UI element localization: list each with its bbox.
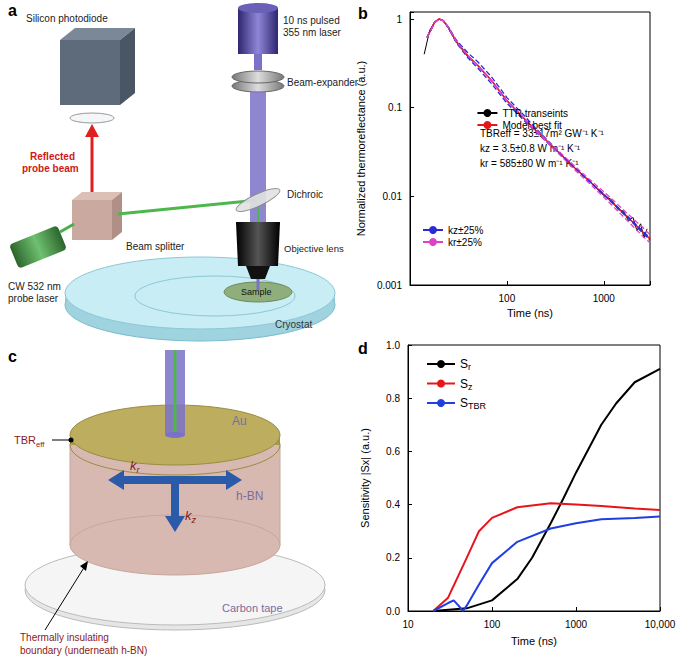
svg-text:c: c xyxy=(8,348,17,365)
svg-text:0.2: 0.2 xyxy=(386,552,400,563)
svg-text:0.6: 0.6 xyxy=(386,446,400,457)
svg-text:TBR: TBR xyxy=(468,401,487,411)
svg-text:S: S xyxy=(460,377,468,391)
svg-text:Objective lens: Objective lens xyxy=(284,243,344,254)
svg-text:b: b xyxy=(358,5,368,22)
svg-text:Dichroic: Dichroic xyxy=(287,189,323,200)
svg-text:kz: kz xyxy=(185,508,197,525)
svg-text:TBReff = 33±17m² GW⁻¹ K⁻¹: TBReff = 33±17m² GW⁻¹ K⁻¹ xyxy=(480,127,604,139)
svg-text:1.0: 1.0 xyxy=(386,340,400,351)
svg-text:1000: 1000 xyxy=(565,619,588,630)
svg-text:CW 532 nm: CW 532 nm xyxy=(8,281,61,292)
svg-text:Au: Au xyxy=(232,414,247,428)
svg-text:z: z xyxy=(468,382,473,392)
svg-text:0.0: 0.0 xyxy=(386,606,400,617)
svg-text:100: 100 xyxy=(484,619,501,630)
svg-text:0.001: 0.001 xyxy=(377,280,402,291)
svg-text:Sensitivity |Sx| (a.u.): Sensitivity |Sx| (a.u.) xyxy=(359,428,371,528)
svg-text:S: S xyxy=(460,396,468,410)
svg-text:kz±25%: kz±25% xyxy=(448,225,484,236)
svg-text:0.1: 0.1 xyxy=(388,102,402,113)
svg-text:Carbon tape: Carbon tape xyxy=(222,602,283,614)
svg-text:Cryostat: Cryostat xyxy=(275,319,312,330)
svg-text:0.01: 0.01 xyxy=(383,191,403,202)
svg-text:kr: kr xyxy=(130,458,141,475)
svg-text:kz = 3.5±0.8 W m⁻¹ K⁻¹: kz = 3.5±0.8 W m⁻¹ K⁻¹ xyxy=(480,143,581,154)
svg-text:kr±25%: kr±25% xyxy=(448,237,482,248)
svg-text:TBReff: TBReff xyxy=(14,434,45,449)
svg-text:TTR transeints: TTR transeints xyxy=(502,108,568,119)
svg-text:kr = 585±80 W m⁻¹ K⁻¹: kr = 585±80 W m⁻¹ K⁻¹ xyxy=(480,157,579,169)
svg-text:d: d xyxy=(358,340,368,357)
svg-text:355 nm laser: 355 nm laser xyxy=(283,27,341,38)
svg-text:Silicon photodiode: Silicon photodiode xyxy=(26,13,108,24)
svg-text:Thermally insulating: Thermally insulating xyxy=(20,632,109,643)
svg-text:10: 10 xyxy=(402,619,414,630)
svg-text:Time (ns): Time (ns) xyxy=(511,635,557,647)
svg-text:1000: 1000 xyxy=(593,293,616,304)
svg-text:probe beam: probe beam xyxy=(22,163,79,174)
svg-text:a: a xyxy=(8,2,17,19)
svg-text:Reflected: Reflected xyxy=(30,151,75,162)
svg-text:r: r xyxy=(468,362,471,372)
svg-text:1: 1 xyxy=(396,14,402,25)
svg-text:0.8: 0.8 xyxy=(386,393,400,404)
svg-text:S: S xyxy=(460,357,468,371)
svg-text:0.4: 0.4 xyxy=(386,499,400,510)
svg-text:boundary (underneath h-BN): boundary (underneath h-BN) xyxy=(20,645,147,656)
svg-text:Time (ns): Time (ns) xyxy=(507,307,553,319)
svg-text:Normalized thermoreflectance (: Normalized thermoreflectance (a.u.) xyxy=(355,61,367,236)
svg-text:Beam-expander: Beam-expander xyxy=(287,77,359,88)
svg-text:10 ns pulsed: 10 ns pulsed xyxy=(283,15,340,26)
svg-text:probe laser: probe laser xyxy=(8,293,59,304)
svg-text:h-BN: h-BN xyxy=(236,489,263,503)
svg-text:10,000: 10,000 xyxy=(645,619,676,630)
svg-text:Sample: Sample xyxy=(241,287,272,297)
svg-text:100: 100 xyxy=(499,293,516,304)
svg-text:Beam splitter: Beam splitter xyxy=(126,241,185,252)
svg-text:Model best fit: Model best fit xyxy=(502,120,562,131)
